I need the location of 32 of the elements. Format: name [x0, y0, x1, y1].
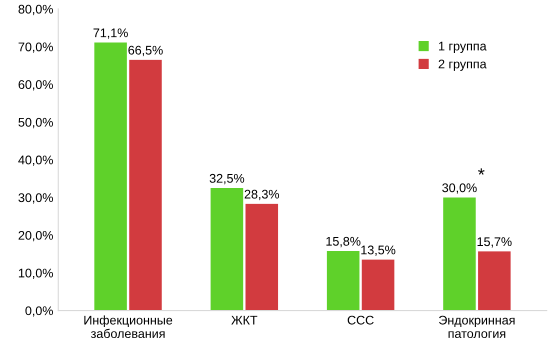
- bar: [210, 188, 244, 311]
- data-label: 28,3%: [244, 190, 280, 200]
- data-label: 15,7%: [478, 237, 512, 248]
- data-label: 13,5%: [361, 246, 396, 256]
- y-tick-label: 60,0%: [18, 80, 53, 90]
- bar: [478, 251, 511, 311]
- bar: [326, 250, 360, 311]
- bar: [362, 260, 394, 311]
- legend-label: 1 группа: [439, 42, 487, 53]
- data-label: 15,8%: [326, 236, 360, 248]
- y-tick-label: 50,0%: [18, 118, 53, 128]
- bar: [94, 42, 127, 311]
- y-tick-label: 20,0%: [18, 230, 53, 242]
- y-tick-label: 0,0%: [25, 306, 53, 317]
- bar: [129, 60, 162, 311]
- y-tick-label: 70,0%: [18, 42, 53, 53]
- y-tick-label: 80,0%: [18, 4, 53, 16]
- bar: [443, 197, 476, 311]
- y-tick-label: 30,0%: [18, 193, 53, 204]
- y-tick-label: 10,0%: [18, 268, 53, 279]
- bar: [245, 204, 278, 311]
- x-tick-label: ЖКТ: [231, 316, 258, 324]
- y-tick-label: 40,0%: [18, 156, 53, 166]
- x-tick-label: ССС: [348, 316, 374, 325]
- legend-label: 2 группа: [438, 60, 487, 71]
- data-label: 66,5%: [128, 46, 163, 56]
- data-label: 71,1%: [94, 28, 128, 39]
- x-tick-label: Эндокринная патология: [439, 316, 515, 338]
- x-tick-label: Инфекционные заболевания: [84, 315, 172, 338]
- annotation: *: [478, 168, 485, 175]
- data-label: 30,0%: [442, 183, 477, 194]
- data-label: 32,5%: [210, 174, 244, 184]
